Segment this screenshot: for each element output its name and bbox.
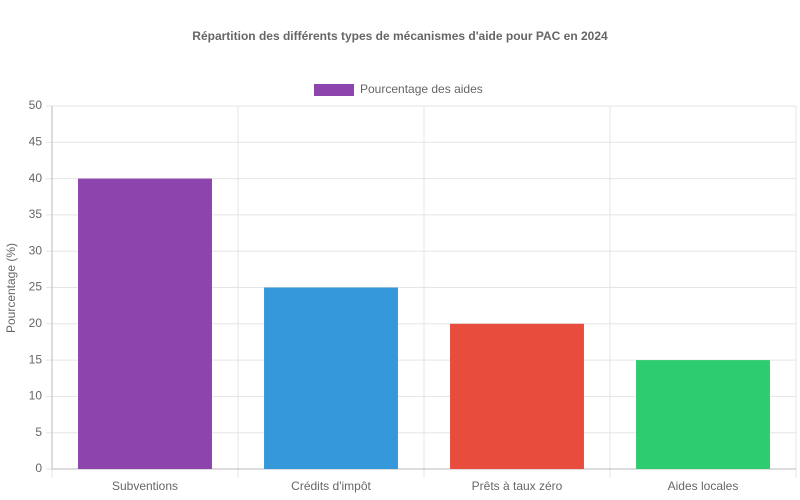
y-tick-label: 5 [35, 425, 42, 439]
x-tick-label: Subventions [112, 479, 178, 493]
y-tick-label: 10 [29, 389, 43, 403]
x-tick-label: Crédits d'impôt [291, 479, 371, 493]
y-tick-label: 25 [29, 280, 43, 294]
legend-swatch [314, 84, 354, 96]
bar [450, 323, 584, 469]
y-tick-label: 0 [35, 461, 42, 475]
y-tick-label: 40 [29, 171, 43, 185]
y-tick-label: 15 [29, 352, 43, 366]
bar [264, 287, 398, 469]
y-axis-label: Pourcentage (%) [4, 243, 18, 333]
y-tick-label: 45 [29, 134, 43, 148]
y-tick-label: 20 [29, 316, 43, 330]
bar [636, 360, 770, 469]
bar [78, 178, 212, 469]
legend-label: Pourcentage des aides [360, 82, 483, 96]
y-tick-label: 35 [29, 207, 43, 221]
x-tick-label: Prêts à taux zéro [472, 479, 563, 493]
y-tick-label: 30 [29, 243, 43, 257]
x-tick-label: Aides locales [668, 479, 739, 493]
chart-title: Répartition des différents types de méca… [192, 29, 608, 43]
y-tick-label: 50 [29, 98, 43, 112]
